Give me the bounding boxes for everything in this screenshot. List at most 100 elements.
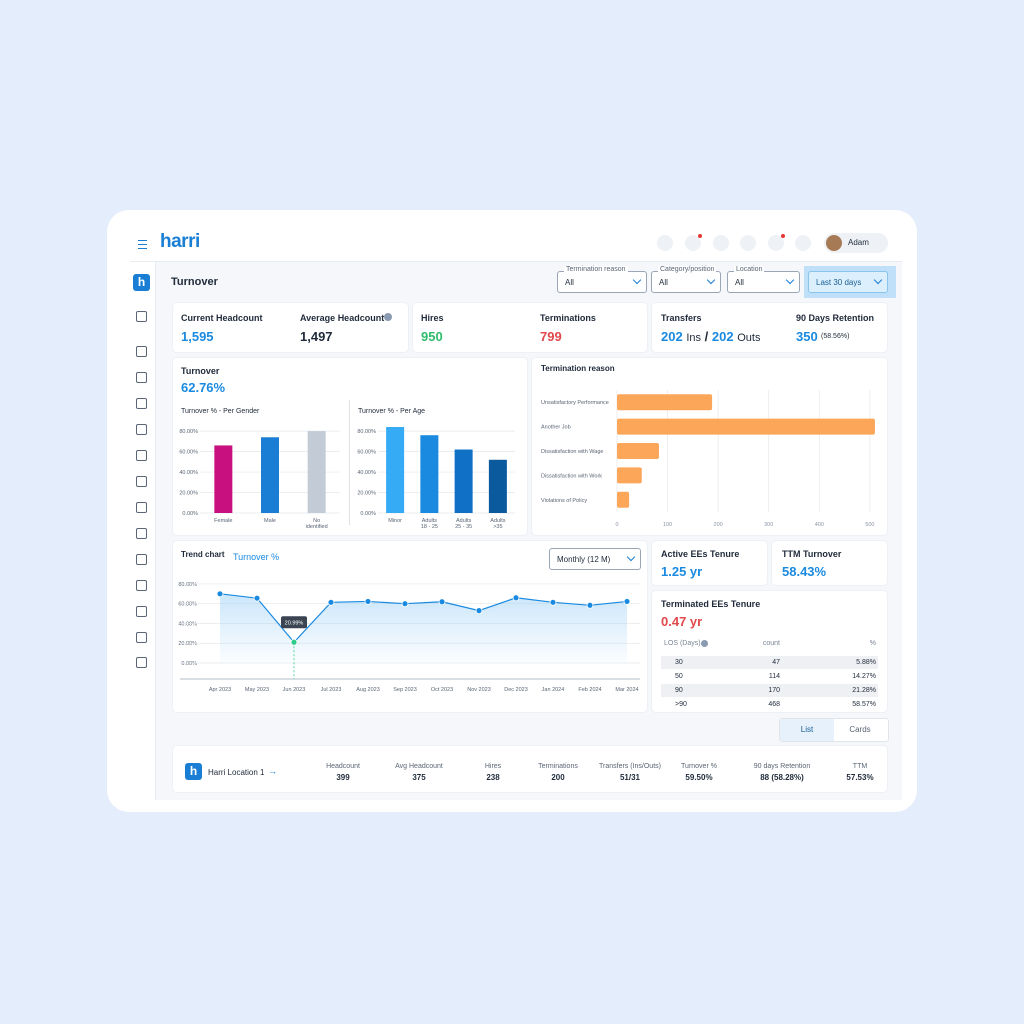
- table-cell: 114: [768, 673, 780, 680]
- column-value: 399: [336, 773, 350, 782]
- table-cell: 90: [675, 687, 683, 694]
- apps-icon[interactable]: [713, 235, 729, 251]
- search-icon[interactable]: [657, 235, 673, 251]
- sidebar-icon: [136, 398, 147, 409]
- tenure-value: 1.25 yr: [661, 564, 703, 579]
- kpi-label: Terminations: [540, 313, 596, 323]
- kpi-value: 350: [796, 329, 818, 344]
- filter-label: Termination reason: [564, 266, 628, 273]
- terminated-label: Terminated EEs Tenure: [661, 599, 761, 609]
- column-value: 59.50%: [685, 773, 713, 782]
- column-value: 375: [412, 773, 426, 782]
- location-name[interactable]: Harri Location 1: [208, 768, 265, 777]
- user-menu[interactable]: Adam: [824, 233, 888, 253]
- tenure-label: Active EEs Tenure: [661, 549, 740, 559]
- kpi-card: [652, 303, 887, 352]
- date-range[interactable]: Last 30 days: [808, 271, 888, 293]
- kpi-value: 1,497: [300, 329, 333, 344]
- search-user-icon[interactable]: [740, 235, 756, 251]
- table-cell: 170: [768, 687, 780, 694]
- filter-value: All: [735, 278, 744, 287]
- terminated-value: 0.47 yr: [661, 614, 703, 629]
- sidebar-icon: [136, 424, 147, 435]
- sidebar-icon: [136, 450, 147, 461]
- table-cell: 468: [768, 701, 780, 708]
- table-cell: >90: [675, 701, 687, 708]
- tab[interactable]: Cards: [849, 725, 871, 734]
- outs-unit: Outs: [737, 332, 761, 344]
- filter[interactable]: Termination reason All: [557, 266, 647, 293]
- location-logo: h: [185, 763, 202, 780]
- location-row[interactable]: [173, 746, 887, 792]
- column-label: Headcount: [326, 763, 360, 770]
- date-range-value: Last 30 days: [816, 278, 862, 287]
- filter-label: Location: [734, 266, 765, 273]
- ttm-card: [772, 541, 887, 585]
- bell-icon[interactable]: [768, 235, 784, 251]
- divider: [349, 400, 350, 525]
- transfers-value: 202 Ins / 202 Outs: [661, 329, 760, 344]
- sidebar-icon: [136, 528, 147, 539]
- table-row: [661, 670, 878, 683]
- sidebar-icon: [136, 580, 147, 591]
- table-cell: 30: [675, 659, 683, 666]
- table-row: [661, 656, 878, 669]
- column-label: Hires: [484, 763, 502, 770]
- sidebar-icon: [136, 606, 147, 617]
- info-icon[interactable]: [384, 313, 392, 321]
- turnover-card: [173, 358, 527, 535]
- home-logo[interactable]: h: [133, 274, 150, 291]
- table-cell: 47: [772, 659, 780, 666]
- separator: /: [704, 329, 709, 344]
- kpi-label: Transfers: [661, 313, 702, 323]
- column-value: 57.53%: [846, 773, 874, 782]
- tenure-card: [652, 541, 767, 585]
- column-label: Turnover %: [681, 763, 717, 770]
- ttm-value: 58.43%: [782, 564, 827, 579]
- column-value: 200: [551, 773, 565, 782]
- kpi-label: Current Headcount: [181, 313, 263, 323]
- sidebar-icon: [136, 632, 147, 643]
- page-title: Turnover: [171, 276, 218, 288]
- kpi-value: 950: [421, 329, 443, 344]
- menu-line: [138, 243, 147, 245]
- inbox-icon[interactable]: [685, 235, 701, 251]
- trend-metric[interactable]: Turnover %: [233, 552, 280, 562]
- table-header: LOS (Days): [664, 640, 701, 647]
- notification-dot: [698, 234, 702, 238]
- filter-value: All: [565, 278, 574, 287]
- ins: 202: [661, 329, 683, 344]
- column-value: 51/31: [619, 773, 641, 782]
- sidebar-icon: [136, 311, 147, 322]
- kpi-label: 90 Days Retention: [796, 313, 875, 323]
- info-icon: [701, 640, 708, 647]
- filter[interactable]: Location All: [727, 266, 800, 293]
- ttm-label: TTM Turnover: [782, 549, 842, 559]
- kpi-label: Hires: [421, 313, 444, 323]
- column-label: Avg Headcount: [395, 763, 443, 770]
- table-row: [661, 684, 878, 697]
- kpi-card: [173, 303, 408, 352]
- sidebar: [130, 262, 156, 800]
- table-cell: 21.28%: [852, 687, 876, 694]
- arrow: →: [268, 766, 277, 776]
- filter-label: Category/position: [658, 266, 717, 273]
- column-label: Transfers (Ins/Outs): [599, 763, 661, 770]
- period-select[interactable]: Monthly (12 M): [549, 548, 641, 570]
- sidebar-icon: [136, 657, 147, 668]
- logo[interactable]: harri: [160, 231, 200, 252]
- user-name: Adam: [848, 238, 869, 247]
- period-value: Monthly (12 M): [557, 555, 611, 564]
- sidebar-icon: [136, 502, 147, 513]
- table-row: [661, 698, 878, 711]
- menu-button[interactable]: [138, 240, 147, 249]
- column-value: 238: [486, 773, 500, 782]
- turnover-label: Turnover: [181, 366, 220, 376]
- kpi-card: [413, 303, 647, 352]
- filter[interactable]: Category/position All: [651, 266, 721, 293]
- layers-icon[interactable]: [795, 235, 811, 251]
- kpi-pct: (58.56%): [821, 333, 850, 340]
- kpi-value: 1,595: [181, 329, 214, 344]
- tab-active[interactable]: List: [780, 719, 834, 741]
